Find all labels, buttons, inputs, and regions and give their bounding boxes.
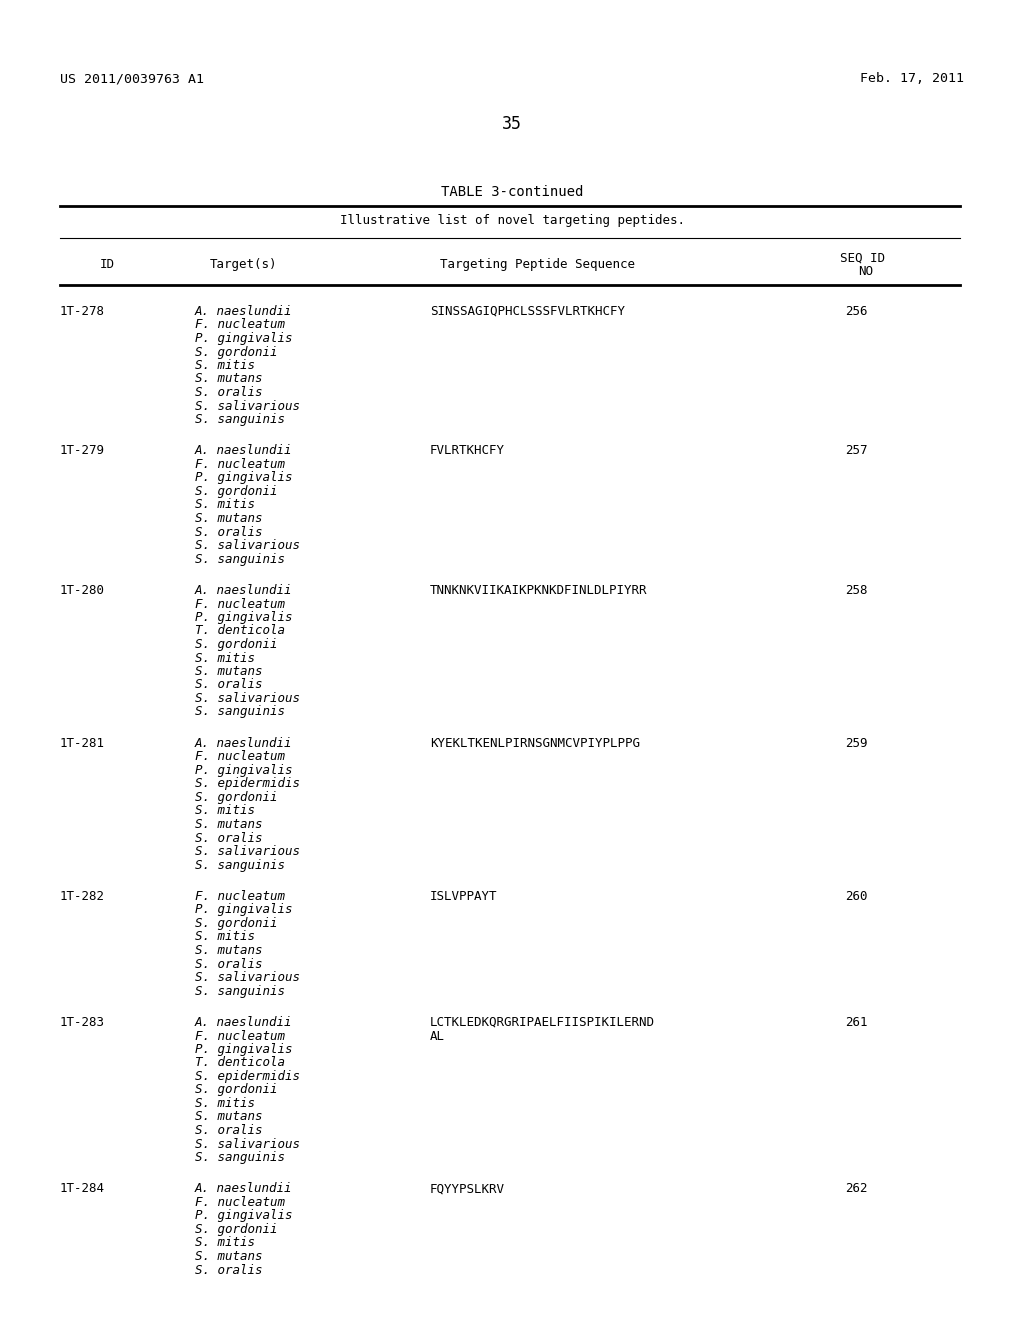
Text: S. salivarious: S. salivarious [195, 400, 300, 412]
Text: F. nucleatum: F. nucleatum [195, 318, 285, 331]
Text: 1T-278: 1T-278 [60, 305, 105, 318]
Text: 1T-280: 1T-280 [60, 583, 105, 597]
Text: US 2011/0039763 A1: US 2011/0039763 A1 [60, 73, 204, 84]
Text: Targeting Peptide Sequence: Targeting Peptide Sequence [440, 257, 635, 271]
Text: P. gingivalis: P. gingivalis [195, 611, 293, 624]
Text: S. mutans: S. mutans [195, 1110, 262, 1123]
Text: S. gordonii: S. gordonii [195, 917, 278, 931]
Text: S. mitis: S. mitis [195, 359, 255, 372]
Text: S. mitis: S. mitis [195, 652, 255, 664]
Text: T. denticola: T. denticola [195, 624, 285, 638]
Text: S. salivarious: S. salivarious [195, 972, 300, 983]
Text: S. gordonii: S. gordonii [195, 484, 278, 498]
Text: P. gingivalis: P. gingivalis [195, 764, 293, 777]
Text: A. naeslundii: A. naeslundii [195, 445, 293, 458]
Text: P. gingivalis: P. gingivalis [195, 471, 293, 484]
Text: A. naeslundii: A. naeslundii [195, 737, 293, 750]
Text: 257: 257 [845, 445, 867, 458]
Text: SINSSAGIQPHCLSSSFVLRTKHCFY: SINSSAGIQPHCLSSSFVLRTKHCFY [430, 305, 625, 318]
Text: F. nucleatum: F. nucleatum [195, 598, 285, 610]
Text: NO: NO [858, 265, 873, 279]
Text: S. epidermidis: S. epidermidis [195, 1071, 300, 1082]
Text: 260: 260 [845, 890, 867, 903]
Text: Illustrative list of novel targeting peptides.: Illustrative list of novel targeting pep… [340, 214, 684, 227]
Text: S. oralis: S. oralis [195, 957, 262, 970]
Text: 1T-279: 1T-279 [60, 445, 105, 458]
Text: TABLE 3-continued: TABLE 3-continued [440, 185, 584, 199]
Text: S. mutans: S. mutans [195, 372, 262, 385]
Text: S. mutans: S. mutans [195, 1250, 262, 1263]
Text: FVLRTKHCFY: FVLRTKHCFY [430, 445, 505, 458]
Text: S. sanguinis: S. sanguinis [195, 1151, 285, 1164]
Text: T. denticola: T. denticola [195, 1056, 285, 1069]
Text: 35: 35 [502, 115, 522, 133]
Text: 1T-284: 1T-284 [60, 1183, 105, 1196]
Text: 259: 259 [845, 737, 867, 750]
Text: S. oralis: S. oralis [195, 525, 262, 539]
Text: S. mutans: S. mutans [195, 512, 262, 525]
Text: S. sanguinis: S. sanguinis [195, 553, 285, 565]
Text: S. mutans: S. mutans [195, 818, 262, 832]
Text: A. naeslundii: A. naeslundii [195, 1183, 293, 1196]
Text: S. gordonii: S. gordonii [195, 1224, 278, 1236]
Text: P. gingivalis: P. gingivalis [195, 903, 293, 916]
Text: F. nucleatum: F. nucleatum [195, 1030, 285, 1043]
Text: S. oralis: S. oralis [195, 678, 262, 692]
Text: F. nucleatum: F. nucleatum [195, 751, 285, 763]
Text: 1T-282: 1T-282 [60, 890, 105, 903]
Text: S. mitis: S. mitis [195, 804, 255, 817]
Text: S. mitis: S. mitis [195, 499, 255, 511]
Text: P. gingivalis: P. gingivalis [195, 1209, 293, 1222]
Text: F. nucleatum: F. nucleatum [195, 890, 285, 903]
Text: AL: AL [430, 1030, 445, 1043]
Text: S. sanguinis: S. sanguinis [195, 858, 285, 871]
Text: S. sanguinis: S. sanguinis [195, 985, 285, 998]
Text: S. salivarious: S. salivarious [195, 1138, 300, 1151]
Text: SEQ ID: SEQ ID [840, 252, 885, 265]
Text: P. gingivalis: P. gingivalis [195, 1043, 293, 1056]
Text: P. gingivalis: P. gingivalis [195, 333, 293, 345]
Text: S. gordonii: S. gordonii [195, 1084, 278, 1097]
Text: S. oralis: S. oralis [195, 1263, 262, 1276]
Text: S. mitis: S. mitis [195, 1097, 255, 1110]
Text: S. gordonii: S. gordonii [195, 346, 278, 359]
Text: 258: 258 [845, 583, 867, 597]
Text: KYEKLTKENLPIRNSGNMCVPIYPLPPG: KYEKLTKENLPIRNSGNMCVPIYPLPPG [430, 737, 640, 750]
Text: F. nucleatum: F. nucleatum [195, 1196, 285, 1209]
Text: A. naeslundii: A. naeslundii [195, 1016, 293, 1030]
Text: S. gordonii: S. gordonii [195, 791, 278, 804]
Text: S. salivarious: S. salivarious [195, 692, 300, 705]
Text: Feb. 17, 2011: Feb. 17, 2011 [860, 73, 964, 84]
Text: S. mitis: S. mitis [195, 1237, 255, 1250]
Text: LCTKLEDKQRGRIPAELFIISPIKILERND: LCTKLEDKQRGRIPAELFIISPIKILERND [430, 1016, 655, 1030]
Text: ISLVPPAYT: ISLVPPAYT [430, 890, 498, 903]
Text: 1T-283: 1T-283 [60, 1016, 105, 1030]
Text: S. oralis: S. oralis [195, 385, 262, 399]
Text: S. sanguinis: S. sanguinis [195, 413, 285, 426]
Text: S. oralis: S. oralis [195, 1125, 262, 1137]
Text: S. mutans: S. mutans [195, 944, 262, 957]
Text: 261: 261 [845, 1016, 867, 1030]
Text: A. naeslundii: A. naeslundii [195, 305, 293, 318]
Text: F. nucleatum: F. nucleatum [195, 458, 285, 471]
Text: S. salivarious: S. salivarious [195, 845, 300, 858]
Text: A. naeslundii: A. naeslundii [195, 583, 293, 597]
Text: ID: ID [100, 257, 115, 271]
Text: S. epidermidis: S. epidermidis [195, 777, 300, 791]
Text: S. salivarious: S. salivarious [195, 539, 300, 552]
Text: Target(s): Target(s) [210, 257, 278, 271]
Text: S. mitis: S. mitis [195, 931, 255, 944]
Text: S. sanguinis: S. sanguinis [195, 705, 285, 718]
Text: FQYYPSLKRV: FQYYPSLKRV [430, 1183, 505, 1196]
Text: S. oralis: S. oralis [195, 832, 262, 845]
Text: S. mutans: S. mutans [195, 665, 262, 678]
Text: TNNKNKVIIKAIKPKNKDFINLDLPIYRR: TNNKNKVIIKAIKPKNKDFINLDLPIYRR [430, 583, 647, 597]
Text: S. gordonii: S. gordonii [195, 638, 278, 651]
Text: 1T-281: 1T-281 [60, 737, 105, 750]
Text: 256: 256 [845, 305, 867, 318]
Text: 262: 262 [845, 1183, 867, 1196]
